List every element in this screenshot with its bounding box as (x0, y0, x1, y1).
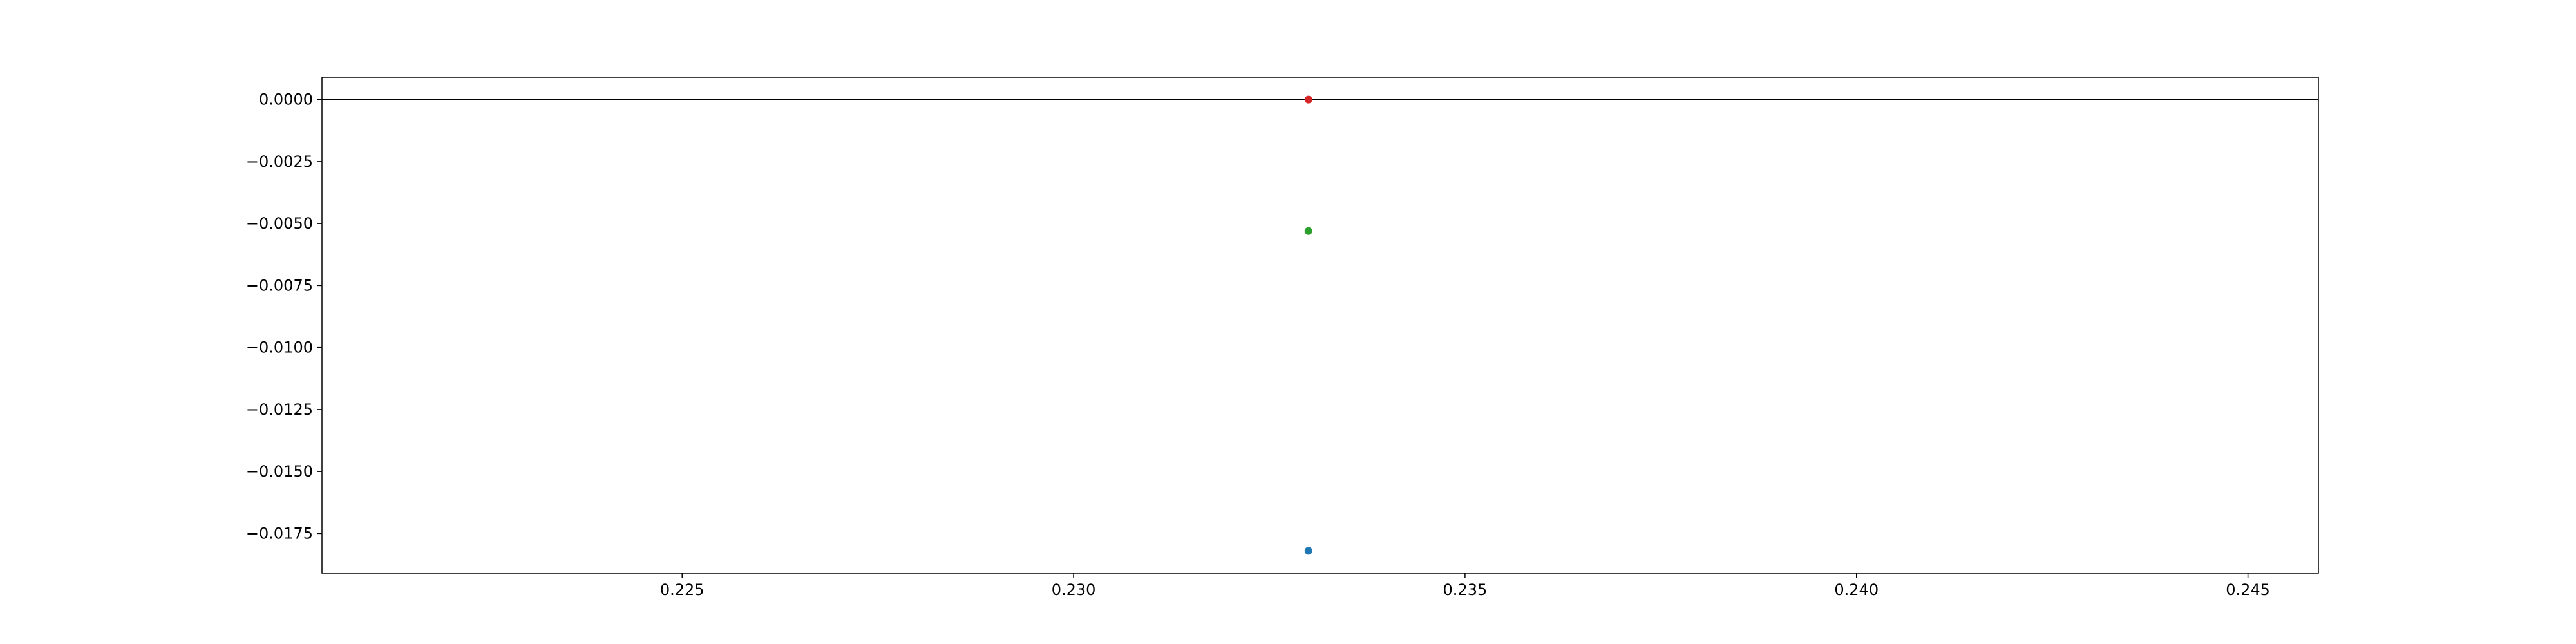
y-tick-label: −0.0075 (246, 276, 313, 294)
data-point (1304, 95, 1312, 104)
x-tick-label: 0.240 (1834, 581, 1879, 599)
y-tick-label: 0.0000 (259, 91, 313, 109)
y-tick-label: −0.0025 (246, 153, 313, 171)
x-tick-label: 0.245 (2226, 581, 2270, 599)
plot-frame (321, 77, 2319, 574)
x-tick-label: 0.225 (660, 581, 705, 599)
y-tick-label: −0.0100 (246, 339, 313, 357)
y-axis-ticks: 0.0000 −0.0025 −0.0050 −0.0075 −0.0100 −0.012… (246, 91, 322, 542)
y-tick-label: −0.0125 (246, 401, 313, 419)
data-point (1304, 547, 1312, 555)
x-tick-label: 0.235 (1443, 581, 1488, 599)
plot-area (322, 95, 2318, 555)
y-tick-label: −0.0150 (246, 462, 313, 480)
y-tick-label: −0.0175 (246, 524, 313, 542)
x-tick-label: 0.230 (1052, 581, 1096, 599)
data-point (1304, 227, 1312, 235)
x-axis-ticks: 0.225 0.230 0.235 0.240 0.245 (660, 573, 2270, 599)
y-tick-label: −0.0050 (246, 214, 313, 232)
